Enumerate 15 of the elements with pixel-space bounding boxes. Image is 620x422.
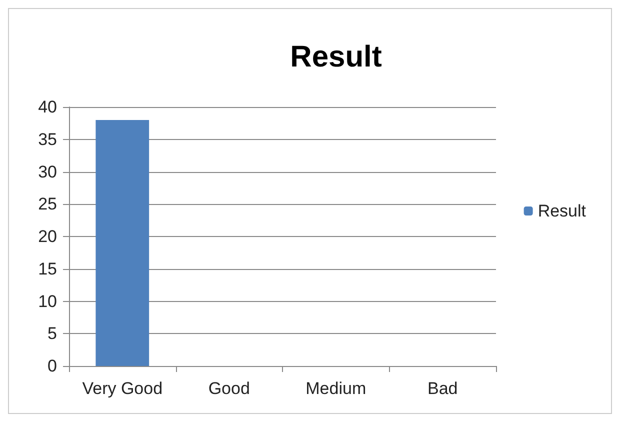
y-tick-label: 40: [38, 98, 57, 116]
x-tick-label: Very Good: [82, 379, 163, 398]
legend-label: Result: [538, 202, 586, 220]
x-tick-label: Good: [208, 379, 250, 398]
y-tick-label: 5: [48, 324, 57, 344]
y-tick-label: 15: [38, 259, 57, 278]
y-tick-label: 20: [38, 227, 57, 246]
y-tick-label: 0: [48, 356, 57, 376]
x-tick-label: Bad: [428, 379, 458, 398]
x-tick-label: Medium: [306, 379, 366, 398]
chart-title: Result: [290, 40, 382, 74]
y-tick-label: 35: [38, 130, 57, 149]
y-tick-label: 30: [38, 162, 57, 182]
y-tick-label: 10: [38, 292, 57, 311]
y-tick-label: 25: [38, 194, 57, 214]
